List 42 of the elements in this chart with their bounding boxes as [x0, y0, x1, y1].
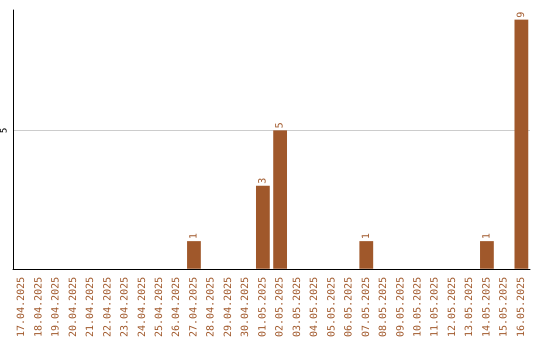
x-tick-label: 28.04.2025: [206, 276, 217, 338]
x-tick-label: 30.04.2025: [240, 276, 252, 338]
data-label: 3: [257, 178, 268, 184]
x-tick-label: 29.04.2025: [222, 276, 234, 338]
data-label: 1: [360, 233, 372, 240]
x-tick-label: 18.04.2025: [33, 276, 44, 338]
x-tick-label: 20.04.2025: [68, 276, 79, 338]
x-tick-label: 13.05.2025: [464, 276, 476, 338]
x-tick-label: 01.05.2025: [257, 276, 268, 338]
x-tick-label: 10.05.2025: [412, 276, 424, 338]
x-tick-label: 07.05.2025: [360, 276, 372, 338]
bar: [187, 241, 201, 269]
x-tick-label: 08.05.2025: [378, 276, 390, 338]
x-tick-label: 21.04.2025: [85, 276, 96, 338]
x-tick-label: 15.05.2025: [498, 276, 510, 338]
x-tick-label: 05.05.2025: [326, 276, 338, 338]
data-label: 9: [516, 12, 527, 18]
x-tick-label: 19.04.2025: [50, 276, 62, 338]
x-tick-label: 03.05.2025: [292, 276, 303, 338]
x-tick-label: 11.05.2025: [430, 276, 441, 338]
x-tick-label: 25.04.2025: [154, 276, 165, 338]
x-tick-label: 09.05.2025: [395, 276, 406, 338]
x-tick-label: 17.04.2025: [16, 276, 28, 338]
bar: [256, 186, 270, 269]
data-label: 1: [188, 233, 200, 240]
x-tick-label: 14.05.2025: [481, 276, 492, 338]
data-label: 5: [274, 122, 286, 128]
x-tick-label: 16.05.2025: [516, 276, 527, 338]
x-tick-label: 27.04.2025: [188, 276, 200, 338]
x-tick-label: 22.04.2025: [102, 276, 114, 338]
bar: [480, 241, 494, 269]
x-tick-label: 06.05.2025: [344, 276, 355, 338]
x-tick-label: 26.04.2025: [171, 276, 182, 338]
bar: [273, 130, 288, 269]
bar: [514, 20, 528, 269]
x-tick-label: 12.05.2025: [446, 276, 458, 338]
x-tick-label: 04.05.2025: [309, 276, 320, 338]
x-tick-label: 24.04.2025: [136, 276, 148, 338]
x-tick-label: 23.04.2025: [120, 276, 131, 338]
data-label: 1: [481, 233, 492, 240]
x-tick-label: 02.05.2025: [274, 276, 286, 338]
bar: [359, 241, 374, 269]
